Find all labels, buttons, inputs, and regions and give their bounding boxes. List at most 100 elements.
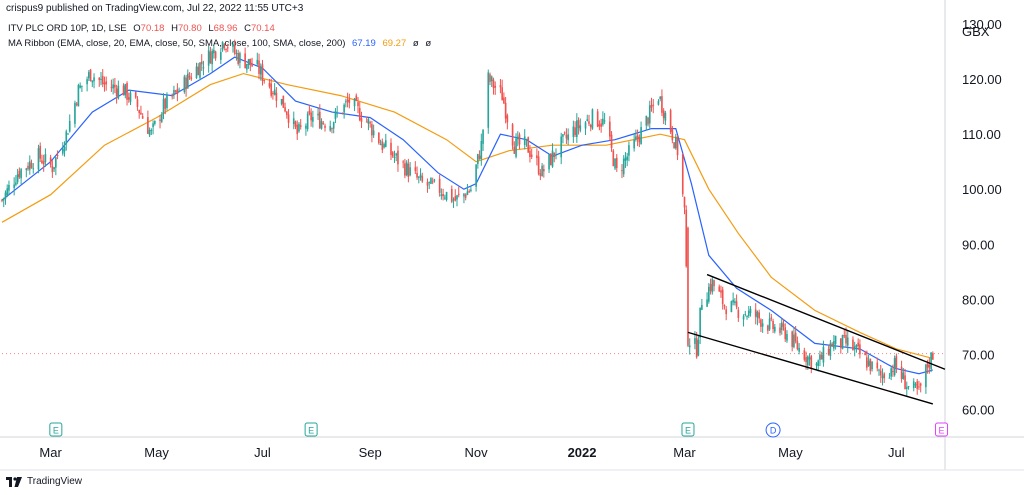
candle-body <box>468 191 470 193</box>
candle <box>732 292 734 306</box>
x-tick-label: May <box>778 445 803 460</box>
candle-body <box>405 162 408 176</box>
candle-body <box>195 66 198 79</box>
candle-body <box>136 99 139 107</box>
candle <box>63 141 66 157</box>
candle-body <box>244 53 246 69</box>
x-tick-label: Mar <box>673 445 696 460</box>
candle-body <box>819 354 821 360</box>
candle-body <box>780 322 783 331</box>
candle <box>539 169 542 181</box>
candle <box>477 153 479 169</box>
candle <box>324 123 326 132</box>
candle-body <box>246 63 248 70</box>
candle-body <box>268 82 271 87</box>
candle-body <box>438 178 441 193</box>
candle-body <box>746 316 748 318</box>
candle <box>405 160 408 177</box>
candle-body <box>49 157 52 165</box>
candle <box>701 298 703 311</box>
candle <box>786 330 788 343</box>
candle <box>16 168 19 185</box>
candle-body <box>560 136 563 158</box>
candle-body <box>803 350 806 360</box>
candle <box>44 148 47 167</box>
candle <box>56 150 59 160</box>
candle <box>586 114 589 122</box>
candle-body <box>523 136 526 145</box>
candlesticks <box>1 39 934 396</box>
candle-body <box>103 82 106 85</box>
candle <box>674 133 677 150</box>
candle-body <box>186 73 189 89</box>
candle-body <box>647 117 649 125</box>
candle-body <box>572 126 575 137</box>
candle <box>308 104 311 116</box>
candle-body <box>284 107 286 112</box>
tradingview-logo-icon <box>6 476 22 487</box>
candle <box>55 156 57 176</box>
candle-body <box>55 157 57 168</box>
candle <box>549 153 552 166</box>
candle-body <box>367 119 370 124</box>
candle <box>115 84 118 104</box>
candle-body <box>477 154 479 164</box>
candle-body <box>480 140 483 159</box>
candle-body <box>794 332 797 342</box>
y-tick-label: 60.00 <box>962 402 995 417</box>
candle-body <box>895 356 898 369</box>
candle-body <box>414 167 417 171</box>
candle-body <box>645 115 648 126</box>
candle <box>671 126 674 144</box>
candle <box>600 118 602 133</box>
candle-body <box>806 356 809 366</box>
candle-body <box>162 99 165 114</box>
candle <box>200 54 203 72</box>
candle-body <box>805 357 807 363</box>
ma-ribbon-legend[interactable]: MA Ribbon (EMA, close, 20, EMA, close, 5… <box>8 38 431 49</box>
candle-body <box>384 140 387 147</box>
x-tick-label: Jul <box>254 445 271 460</box>
candle <box>730 300 733 313</box>
candle <box>86 76 88 92</box>
candle <box>171 93 174 100</box>
candle-body <box>879 370 882 376</box>
candle <box>306 111 309 132</box>
symbol-legend[interactable]: ITV PLC ORD 10P, 1D, LSE O70.18 H70.80 L… <box>8 23 275 34</box>
candle <box>518 132 521 150</box>
candle-body <box>732 299 734 303</box>
candle-body <box>211 50 213 65</box>
candle-body <box>101 75 104 84</box>
candle <box>124 83 127 99</box>
candle <box>584 121 587 135</box>
candle <box>154 120 156 126</box>
candle-body <box>867 360 870 366</box>
candle-body <box>890 368 892 377</box>
candle-body <box>652 104 655 106</box>
candle <box>292 111 295 130</box>
candle <box>367 118 370 131</box>
candle-body <box>433 179 436 181</box>
candle <box>827 345 830 356</box>
candle <box>61 142 64 156</box>
candle <box>615 153 618 172</box>
candle-body <box>292 118 295 125</box>
candle-body <box>355 95 358 101</box>
candle <box>470 185 472 193</box>
event-marker-dividend: D <box>765 422 781 438</box>
candle <box>490 75 493 87</box>
candle <box>817 359 820 372</box>
candle <box>798 343 800 355</box>
candle-body <box>237 52 240 64</box>
candle-body <box>565 135 568 139</box>
candle <box>332 121 335 134</box>
candle-body <box>615 157 618 168</box>
candle <box>480 133 483 166</box>
candle-body <box>426 182 429 186</box>
candle-body <box>808 357 811 360</box>
footer-brand[interactable]: TradingView <box>6 476 82 487</box>
candle-body <box>506 115 509 123</box>
candle-body <box>152 123 154 128</box>
candle <box>645 115 648 131</box>
